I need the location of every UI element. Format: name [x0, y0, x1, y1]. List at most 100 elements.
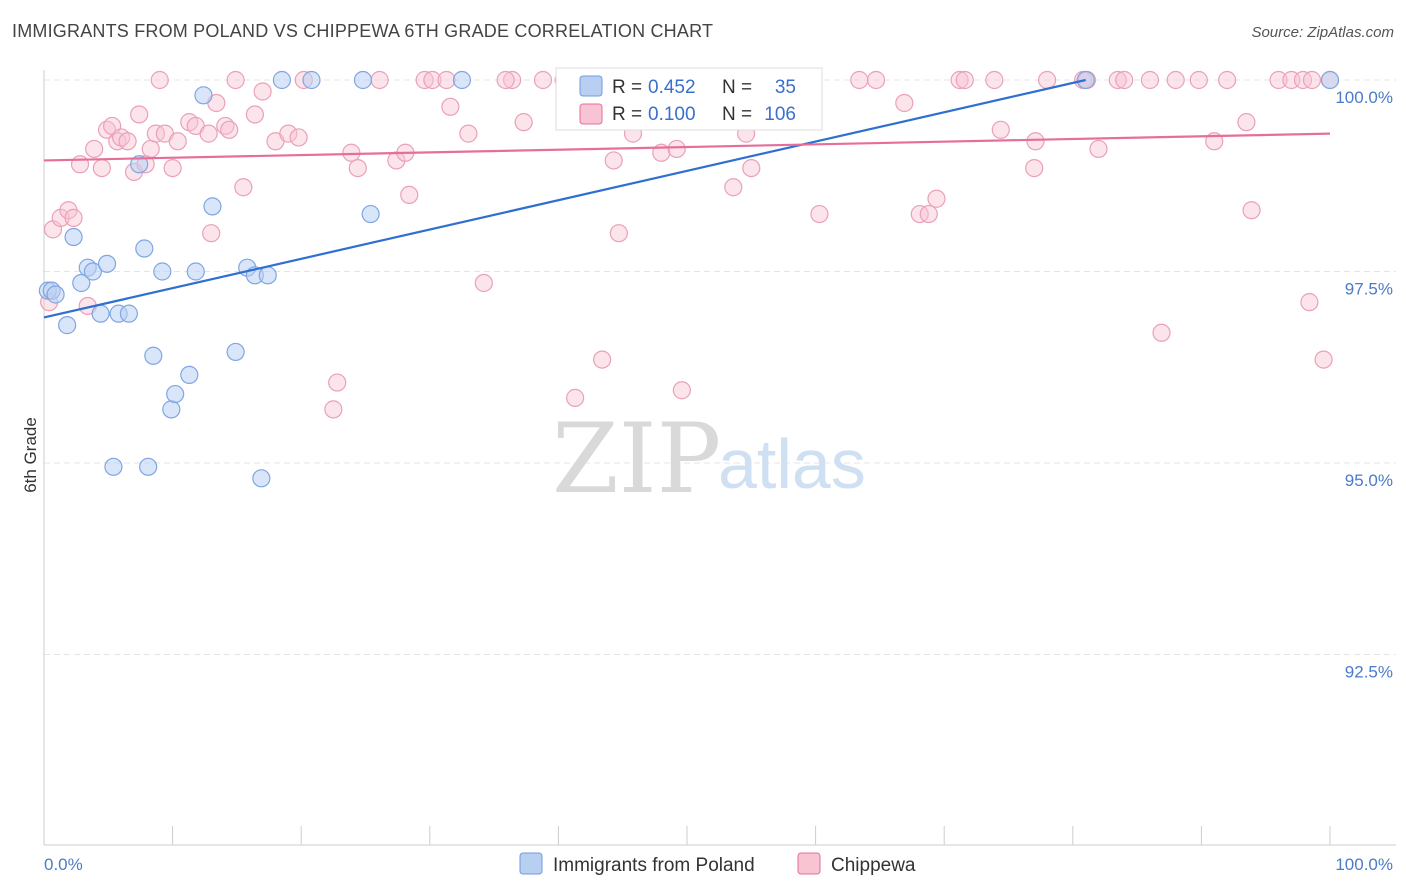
tick-labels: 100.0% 97.5% 95.0% 92.5% 0.0% 100.0%	[44, 88, 1393, 874]
y-tick-label: 92.5%	[1345, 663, 1393, 682]
poland-point	[186, 262, 205, 281]
chippewa-point	[810, 204, 829, 224]
poland-point	[452, 70, 472, 90]
poland-point	[166, 384, 185, 404]
chippewa-point	[64, 208, 83, 227]
y-axis-label: 6th Grade	[21, 417, 40, 493]
poland-point	[130, 155, 149, 174]
chippewa-point	[118, 132, 137, 151]
chippewa-point	[474, 273, 493, 293]
poland-trend-line	[43, 78, 1086, 319]
poland-point	[153, 262, 172, 281]
trend-lines	[43, 78, 1331, 319]
legend-r-label-poland: R =	[612, 77, 642, 98]
legend-r-value-poland: 0.452	[648, 77, 696, 98]
chippewa-point	[895, 93, 914, 113]
chippewa-point	[348, 158, 367, 178]
chippewa-point	[1115, 70, 1134, 90]
chippewa-point	[604, 151, 623, 170]
chippewa-point	[1269, 70, 1288, 90]
legend-r-label-chippewa: R =	[612, 104, 642, 125]
poland-point	[1320, 70, 1340, 90]
chippewa-point	[724, 178, 743, 197]
axes	[43, 70, 1396, 846]
poland-point	[272, 70, 292, 90]
chippewa-point	[742, 158, 761, 178]
legend-n-value-poland: 35	[775, 77, 796, 98]
legend-n-label-chippewa: N =	[722, 104, 752, 125]
chippewa-point	[70, 155, 90, 174]
poland-point	[180, 365, 199, 385]
poland-point	[194, 86, 213, 105]
chippewa-point	[150, 70, 169, 90]
chippewa-point	[1218, 70, 1237, 90]
top-legend: R = 0.452 N = 35 R = 0.100 N = 106	[555, 67, 823, 131]
chippewa-point	[927, 189, 946, 208]
chippewa-point	[503, 70, 522, 90]
chippewa-point	[533, 70, 553, 90]
chippewa-point	[202, 224, 221, 243]
legend-swatch-poland	[579, 75, 603, 97]
chippewa-point	[919, 204, 938, 224]
watermark: ZIP atlas	[552, 403, 866, 515]
chippewa-point	[1025, 158, 1044, 178]
y-tick-label: 100.0%	[1335, 88, 1393, 107]
chippewa-point	[199, 124, 218, 143]
poland-point	[104, 457, 123, 476]
y-tick-label: 95.0%	[1345, 471, 1393, 490]
chippewa-point	[370, 70, 389, 90]
poland-point	[361, 204, 380, 224]
chippewa-point	[866, 70, 886, 90]
chippewa-trend-line	[43, 132, 1331, 162]
chippewa-point	[141, 139, 160, 159]
chippewa-point	[985, 70, 1004, 90]
chippewa-point	[1189, 70, 1208, 90]
chippewa-point	[220, 120, 239, 139]
poland-point	[252, 469, 271, 488]
chippewa-point	[991, 120, 1010, 139]
bottom-legend-label-poland: Immigrants from Poland	[553, 855, 755, 876]
chippewa-point	[496, 70, 515, 90]
chippewa-point	[163, 158, 182, 178]
chippewa-point	[226, 70, 245, 90]
chippewa-point	[342, 143, 361, 162]
chippewa-point	[234, 178, 253, 197]
poland-point	[46, 285, 65, 304]
watermark-atlas: atlas	[718, 425, 866, 503]
chippewa-point	[667, 139, 686, 159]
x-tick-label-max: 100.0%	[1335, 855, 1393, 874]
chippewa-point	[130, 105, 149, 124]
poland-point	[139, 457, 158, 476]
chippewa-point	[1314, 350, 1333, 369]
chippewa-point	[85, 139, 104, 159]
bottom-legend: Immigrants from Poland Chippewa	[519, 852, 916, 876]
poland-point	[83, 262, 102, 281]
chippewa-point	[566, 388, 585, 407]
poland-point	[162, 400, 181, 419]
chippewa-point	[850, 70, 869, 90]
bottom-legend-swatch-chippewa	[797, 852, 821, 875]
chippewa-point	[168, 132, 187, 151]
chippewa-point	[1302, 70, 1322, 90]
watermark-zip: ZIP	[552, 403, 721, 515]
bottom-legend-swatch-poland	[519, 852, 543, 875]
chippewa-point	[51, 208, 70, 227]
chippewa-point	[459, 124, 478, 143]
chippewa-point	[324, 400, 343, 419]
poland-point	[353, 70, 373, 90]
chippewa-point	[1152, 323, 1171, 342]
poland-point	[58, 316, 77, 335]
legend-r-value-chippewa: 0.100	[648, 104, 696, 125]
chippewa-point	[1300, 293, 1319, 312]
poland-point	[135, 239, 154, 258]
chart-source: Source: ZipAtlas.com	[1251, 24, 1394, 41]
x-tick-label-min: 0.0%	[44, 855, 83, 874]
poland-point	[119, 304, 138, 323]
poland-point	[226, 342, 245, 362]
y-tick-label: 97.5%	[1345, 280, 1393, 299]
legend-swatch-chippewa	[579, 103, 603, 125]
chippewa-point	[437, 70, 456, 90]
chippewa-point	[1037, 70, 1057, 90]
chippewa-point	[950, 70, 969, 90]
